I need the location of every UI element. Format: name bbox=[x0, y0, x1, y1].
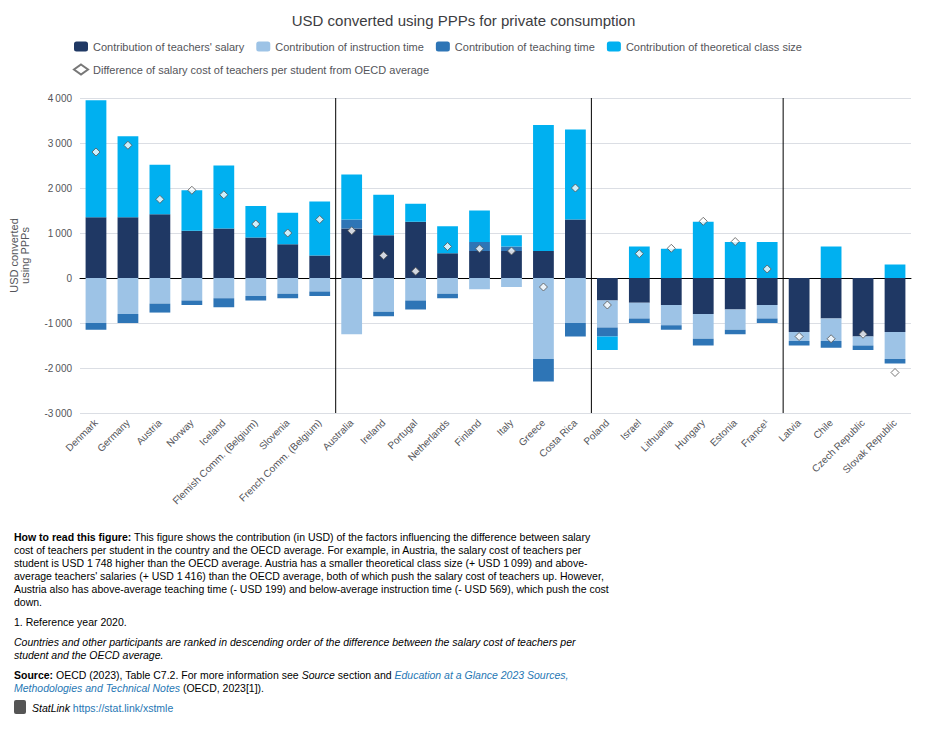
svg-text:Contribution of teaching time: Contribution of teaching time bbox=[455, 41, 595, 53]
svg-text:down.: down. bbox=[14, 596, 42, 608]
svg-text:Norway: Norway bbox=[164, 417, 196, 449]
svg-text:Greece: Greece bbox=[516, 417, 547, 448]
svg-text:Austria also has above-average: Austria also has above-average teaching … bbox=[14, 583, 609, 595]
svg-text:average teachers' salaries (+: average teachers' salaries (+ USD 1 416)… bbox=[14, 570, 604, 582]
svg-text:Contribution of teachers' sala: Contribution of teachers' salary bbox=[93, 41, 245, 53]
svg-text:https://stat.link/xstmle: https://stat.link/xstmle bbox=[70, 702, 173, 714]
svg-text:French Comm. (Belgium): French Comm. (Belgium) bbox=[237, 417, 324, 504]
svg-text:Difference of salary cost of t: Difference of salary cost of teachers pe… bbox=[93, 64, 429, 76]
svg-text:Denmark: Denmark bbox=[63, 417, 99, 453]
svg-text:Costa Rica: Costa Rica bbox=[537, 417, 580, 460]
svg-text:Poland: Poland bbox=[581, 417, 611, 447]
svg-text:0: 0 bbox=[66, 273, 72, 284]
svg-text:1 000: 1 000 bbox=[48, 228, 73, 239]
svg-text:Italy: Italy bbox=[495, 417, 516, 438]
svg-text:Estonia: Estonia bbox=[708, 417, 740, 449]
svg-text:-2 000: -2 000 bbox=[44, 363, 72, 374]
svg-text:2 000: 2 000 bbox=[48, 183, 73, 194]
svg-text:using PPPs: using PPPs bbox=[19, 227, 31, 284]
svg-text:OECD (2023), Table C7.2. For m: OECD (2023), Table C7.2. For more inform… bbox=[53, 669, 301, 681]
svg-text:This figure shows the contribu: This figure shows the contribution (in U… bbox=[131, 531, 591, 543]
svg-text:Netherlands: Netherlands bbox=[406, 417, 452, 463]
svg-text:Flemish Comm. (Belgium): Flemish Comm. (Belgium) bbox=[170, 417, 260, 507]
svg-text:Source:: Source: bbox=[14, 669, 53, 681]
svg-text:Countries and other participan: Countries and other participants are ran… bbox=[14, 636, 576, 648]
svg-text:Lithuania: Lithuania bbox=[639, 417, 676, 454]
svg-text:USD converted using PPPs for p: USD converted using PPPs for private con… bbox=[292, 12, 636, 29]
svg-text:Methodologies and Technical No: Methodologies and Technical Notes bbox=[14, 682, 181, 694]
svg-text:Slovenia: Slovenia bbox=[256, 417, 292, 452]
svg-text:Latvia: Latvia bbox=[776, 417, 803, 444]
svg-text:USD converted: USD converted bbox=[7, 218, 20, 293]
svg-text:Chile: Chile bbox=[811, 417, 835, 441]
svg-text:Iceland: Iceland bbox=[197, 417, 228, 448]
svg-text:student is USD 1 748 higher th: student is USD 1 748 higher than the OEC… bbox=[14, 557, 588, 569]
svg-text:Australia: Australia bbox=[320, 417, 356, 453]
svg-text:Education at a Glance 2023 Sou: Education at a Glance 2023 Sources, bbox=[395, 669, 569, 681]
svg-text:Contribution of instruction ti: Contribution of instruction time bbox=[275, 41, 424, 53]
svg-text:student and the OECD average.: student and the OECD average. bbox=[14, 649, 163, 661]
svg-text:-3 000: -3 000 bbox=[44, 408, 72, 419]
svg-text:Finland: Finland bbox=[452, 417, 483, 448]
svg-text:How to read this figure:: How to read this figure: bbox=[14, 531, 131, 543]
svg-text:Slovak Republic: Slovak Republic bbox=[841, 417, 899, 475]
svg-text:Czech Republic: Czech Republic bbox=[810, 417, 867, 474]
svg-text:Austria: Austria bbox=[134, 417, 164, 447]
svg-text:Ireland: Ireland bbox=[358, 417, 387, 446]
svg-text:Hungary: Hungary bbox=[673, 417, 707, 451]
svg-text:section and: section and bbox=[335, 669, 395, 681]
svg-text:Source: Source bbox=[302, 669, 335, 681]
svg-text:Germany: Germany bbox=[95, 417, 132, 454]
svg-text:Contribution of theoretical cl: Contribution of theoretical class size bbox=[626, 41, 802, 53]
svg-text:France¹: France¹ bbox=[739, 417, 772, 450]
svg-text:Portugal: Portugal bbox=[385, 417, 420, 452]
svg-text:StatLink: StatLink bbox=[32, 702, 71, 714]
svg-text:Israel: Israel bbox=[618, 417, 643, 442]
svg-text:(OECD, 2023[1]).: (OECD, 2023[1]). bbox=[180, 682, 264, 694]
svg-text:1. Reference year 2020.: 1. Reference year 2020. bbox=[14, 616, 127, 628]
svg-text:-1 000: -1 000 bbox=[44, 318, 72, 329]
svg-text:4 000: 4 000 bbox=[48, 93, 73, 104]
svg-text:3 000: 3 000 bbox=[48, 138, 73, 149]
svg-text:cost of teachers per student i: cost of teachers per student in the coun… bbox=[14, 544, 582, 556]
